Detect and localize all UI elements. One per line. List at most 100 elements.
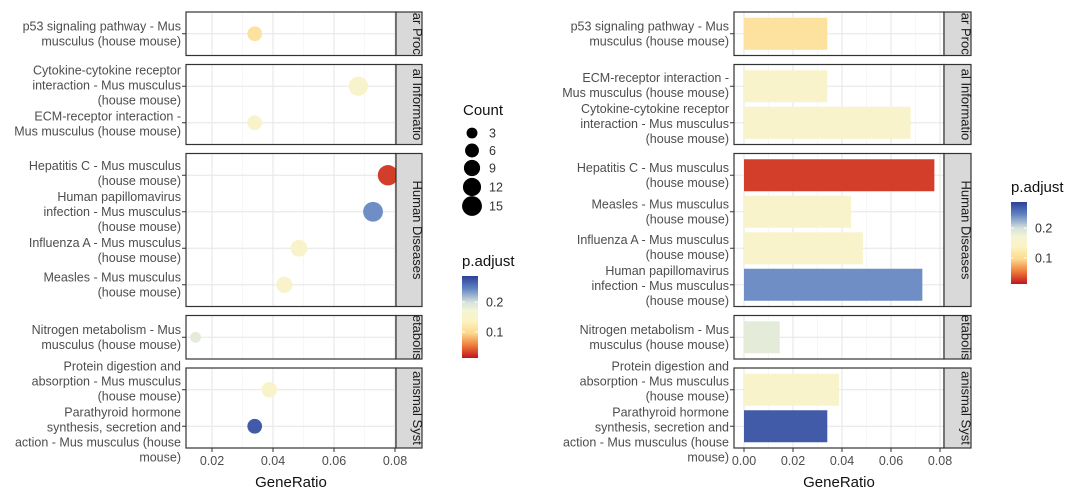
y-tick-label: (house mouse) — [646, 212, 729, 226]
size-legend-key — [465, 143, 479, 158]
data-bar — [744, 373, 840, 406]
y-tick-label: (house mouse) — [646, 132, 729, 146]
data-point — [363, 201, 383, 222]
facet-strip-label-group: Human Diseases — [959, 181, 974, 280]
y-tick-label: interaction - Mus musculus — [32, 78, 181, 92]
y-tick-label: Nitrogen metabolism - Mus — [580, 323, 729, 337]
facet-strip-label: ar Proc — [959, 13, 974, 55]
facet-strip-label-group: etabolis — [959, 316, 972, 360]
data-point — [247, 115, 263, 131]
data-bar — [744, 410, 828, 443]
facet-strip — [395, 11, 423, 57]
data-point — [261, 382, 278, 398]
facet-strip — [943, 152, 972, 308]
facet-strip — [395, 367, 423, 449]
size-legend-label: 9 — [489, 162, 496, 176]
facet-strip — [943, 367, 972, 449]
color-legend-title: p.adjust — [1011, 179, 1064, 196]
y-tick-label: ECM-receptor interaction - — [34, 109, 181, 123]
y-tick-label: (house mouse) — [98, 285, 181, 299]
facet-strip — [943, 63, 972, 146]
y-tick-label: (house mouse) — [646, 294, 729, 308]
data-bar — [744, 195, 852, 228]
colorbar-label: 0.2 — [486, 296, 503, 310]
facet-strip-label: al Informatio — [410, 69, 425, 141]
facet-panel: etabolis — [730, 314, 972, 360]
y-tick-label: mouse) — [687, 450, 729, 464]
x-tick-label: 0.02 — [781, 454, 805, 468]
y-tick-label: synthesis, secretion and — [47, 420, 181, 434]
facet-strip-label: etabolis — [410, 315, 425, 360]
colorbar-label: 0.1 — [1035, 251, 1052, 265]
facet-panel: al Informatio — [730, 63, 974, 146]
facet-panel: Human Diseases — [730, 152, 974, 308]
y-tick-label: mouse) — [139, 450, 181, 464]
y-tick-label: ECM-receptor interaction - — [582, 71, 729, 85]
x-tick-label: 0.08 — [383, 454, 407, 468]
y-tick-label: infection - Mus musculus — [591, 279, 729, 293]
facet-strip-label-group: al Informatio — [410, 69, 425, 141]
bar-plot: ar Proc al Informatio Human Diseases etabol… — [562, 11, 1064, 491]
colorbar — [462, 276, 478, 358]
y-tick-label: Parathyroid hormone — [612, 405, 729, 419]
y-tick-label: interaction - Mus musculus — [580, 117, 729, 131]
y-tick-label: musculus (house mouse) — [41, 34, 181, 48]
x-tick-label: 0.04 — [830, 454, 854, 468]
facet-strip-label-group: Human Diseases — [410, 181, 425, 280]
facet-strip-label-group: ar Proc — [410, 13, 422, 55]
data-point — [290, 239, 308, 257]
facet-strip — [395, 63, 423, 146]
facet-strip-label: Human Diseases — [410, 181, 425, 280]
y-tick-label: action - Mus musculus (house — [15, 435, 181, 449]
y-tick-label: (house mouse) — [98, 174, 181, 188]
facet-panel: Human Diseases — [182, 152, 425, 308]
facet-strip — [395, 152, 423, 308]
facet-strip-label: anismal Syst — [959, 371, 974, 445]
facet-strip-label-group: anismal Syst — [959, 371, 974, 445]
y-tick-label: (house mouse) — [98, 251, 181, 265]
x-tick-label: 0.04 — [261, 454, 285, 468]
y-tick-label: (house mouse) — [98, 93, 181, 107]
facet-strip-label-group: al Informatio — [959, 69, 974, 141]
facet-strip — [943, 11, 972, 57]
x-tick-label: 0.06 — [322, 454, 346, 468]
y-tick-label: (house mouse) — [646, 248, 729, 262]
size-legend-label: 3 — [489, 127, 496, 141]
y-tick-label: Mus musculus (house mouse) — [14, 124, 181, 138]
size-legend-label: 15 — [489, 200, 503, 214]
y-tick-label: Influenza A - Mus musculus — [29, 236, 181, 250]
data-bar — [744, 232, 863, 265]
y-tick-label: Human papillomavirus — [57, 190, 181, 204]
y-tick-label: (house mouse) — [98, 220, 181, 234]
facet-strip — [395, 314, 423, 360]
facet-strip-label: al Informatio — [959, 69, 974, 141]
data-point — [276, 276, 293, 293]
facet-panel: anismal Syst — [182, 367, 423, 449]
y-tick-label: Measles - Mus musculus — [43, 270, 181, 284]
data-bar — [744, 17, 828, 50]
y-tick-label: Cytokine-cytokine receptor — [581, 102, 729, 116]
y-tick-label: infection - Mus musculus — [43, 205, 181, 219]
data-bar — [744, 268, 923, 301]
y-tick-label: absorption - Mus musculus — [32, 374, 181, 388]
y-tick-label: p53 signaling pathway - Mus — [571, 19, 729, 33]
facet-panel: al Informatio — [182, 63, 425, 146]
x-tick-label: 0.08 — [928, 454, 952, 468]
y-tick-label: Protein digestion and — [612, 359, 729, 373]
y-tick-label: Measles - Mus musculus — [591, 197, 729, 211]
facet-panel: etabolis — [182, 314, 425, 360]
data-point — [247, 26, 263, 42]
size-legend-label: 6 — [489, 144, 496, 158]
size-legend-key — [462, 196, 482, 216]
facet-strip-label: Human Diseases — [959, 181, 974, 280]
y-tick-label: (house mouse) — [646, 176, 729, 190]
facet-strip-label-group: ar Proc — [959, 13, 974, 55]
dot-plot: ar Proc al Informatio Human Diseases etabol… — [14, 11, 515, 491]
y-tick-label: p53 signaling pathway - Mus — [23, 19, 181, 33]
y-tick-label: Human papillomavirus — [605, 264, 729, 278]
data-bar — [744, 106, 911, 139]
x-tick-label: 0.06 — [879, 454, 903, 468]
